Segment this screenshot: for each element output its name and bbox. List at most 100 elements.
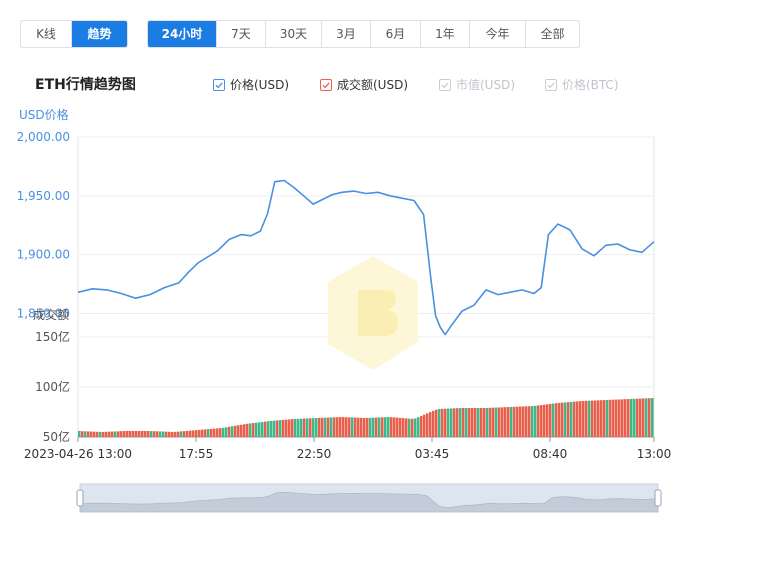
range-tab-2[interactable]: 30天 [266, 21, 322, 47]
volume-bar [459, 408, 462, 437]
volume-bar [87, 431, 90, 437]
volume-bar [474, 408, 477, 437]
legend-item-0[interactable]: 价格(USD) [213, 76, 289, 93]
volume-bar [525, 406, 528, 437]
volume-bar [198, 429, 201, 438]
volume-bar [381, 417, 384, 437]
volume-bar [141, 431, 144, 437]
volume-bar [81, 431, 84, 437]
volume-bar [498, 407, 501, 437]
legend-item-1[interactable]: 成交额(USD) [320, 76, 408, 93]
x-tick-label: 03:45 [415, 447, 450, 461]
checkbox-icon [320, 78, 332, 91]
volume-bar [351, 417, 354, 437]
volume-bar [285, 419, 288, 438]
volume-bar [225, 427, 228, 437]
volume-bar [186, 430, 189, 438]
time-range-tabs: 24小时 7天 30天 3月 6月 1年 今年 全部 [147, 20, 580, 48]
volume-bar [468, 408, 471, 437]
volume-bar [342, 417, 345, 437]
volume-bar [246, 423, 249, 437]
range-tab-4[interactable]: 6月 [371, 21, 421, 47]
chart-mode-tabs: K线 趋势 [20, 20, 128, 48]
volume-bar [273, 420, 276, 438]
range-tab-3[interactable]: 3月 [322, 21, 371, 47]
volume-bar [327, 417, 330, 437]
volume-bar [363, 417, 366, 437]
volume-bar [369, 417, 372, 437]
volume-bar [288, 419, 291, 438]
volume-bar [192, 430, 195, 438]
volume-bar [195, 430, 198, 438]
volume-bar [156, 431, 159, 437]
volume-bar [387, 417, 390, 437]
volume-bar [462, 408, 465, 437]
mode-tab-0[interactable]: K线 [21, 21, 72, 47]
volume-bar [180, 431, 183, 438]
volume-bar [270, 420, 273, 438]
volume-bar [144, 431, 147, 437]
volume-bar [576, 401, 579, 438]
volume-bar [90, 431, 93, 437]
price-tick-label: 1,950.00 [17, 189, 70, 203]
volume-bar [354, 417, 357, 437]
volume-bar [612, 399, 615, 437]
legend-item-3[interactable]: 价格(BTC) [545, 76, 619, 93]
range-tab-7[interactable]: 全部 [540, 27, 565, 41]
slider-right-handle[interactable] [654, 489, 662, 507]
volume-bar [252, 423, 255, 437]
volume-bar [453, 408, 456, 437]
volume-bar [261, 421, 264, 437]
volume-bar [174, 431, 177, 438]
volume-bar [630, 398, 633, 437]
volume-bar [150, 431, 153, 437]
volume-bar [507, 407, 510, 437]
volume-bar [345, 417, 348, 437]
volume-bar [276, 420, 279, 438]
volume-bar [159, 431, 162, 437]
price-tick-label: 2,000.00 [17, 130, 70, 144]
volume-bar [516, 406, 519, 437]
range-tab-1[interactable]: 7天 [217, 21, 266, 47]
slider-price-preview [79, 491, 659, 513]
volume-bar [96, 431, 99, 437]
slider-left-handle[interactable] [76, 489, 84, 507]
range-tab-5[interactable]: 1年 [421, 21, 470, 47]
volume-bar [555, 403, 558, 437]
volume-bar [534, 405, 537, 437]
volume-bar [570, 401, 573, 438]
range-tab-0[interactable]: 24小时 [148, 21, 217, 47]
volume-bar [645, 398, 648, 437]
volume-bar [108, 431, 111, 437]
legend-label: 市值(USD) [456, 78, 516, 92]
volume-bar [501, 407, 504, 437]
range-tab-6[interactable]: 今年 [470, 21, 526, 47]
volume-bar [552, 403, 555, 437]
volume-bar [297, 418, 300, 437]
volume-bar [591, 400, 594, 437]
volume-bar [537, 405, 540, 437]
volume-bar [114, 431, 117, 437]
x-tick-label: 22:50 [297, 447, 332, 461]
legend-item-2[interactable]: 市值(USD) [439, 76, 515, 93]
volume-bar [153, 431, 156, 437]
volume-bar [336, 417, 339, 437]
volume-bar [636, 398, 639, 437]
x-tick-label: 17:55 [179, 447, 214, 461]
volume-bar [432, 410, 435, 438]
volume-bar [441, 408, 444, 437]
volume-bar [222, 427, 225, 437]
chart-title: ETH行情趋势图 [35, 77, 136, 93]
volume-bar [306, 418, 309, 437]
volume-bar [435, 409, 438, 438]
price-tick-label: 1,850.00 [17, 306, 70, 320]
volume-bar [312, 418, 315, 437]
volume-bar [366, 417, 369, 437]
volume-bar [117, 431, 120, 437]
volume-bar [213, 428, 216, 438]
mode-tab-1[interactable]: 趋势 [72, 21, 127, 47]
volume-bar [360, 417, 363, 437]
volume-bar [315, 418, 318, 437]
volume-bar [414, 418, 417, 438]
volume-bar [465, 408, 468, 437]
